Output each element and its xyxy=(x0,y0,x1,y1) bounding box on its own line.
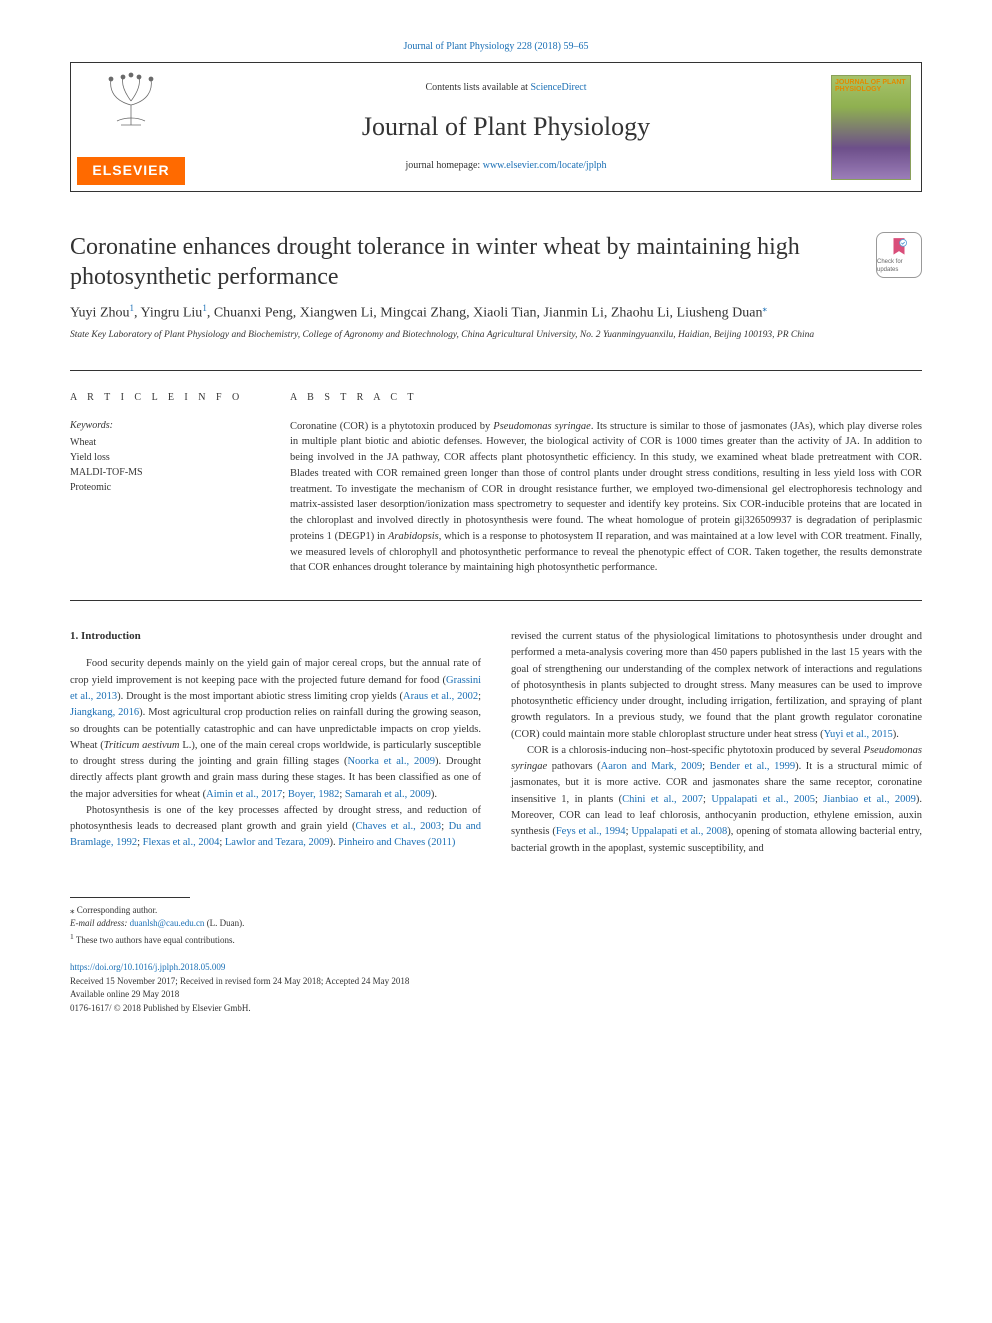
doi-link[interactable]: https://doi.org/10.1016/j.jplph.2018.05.… xyxy=(70,962,225,972)
keywords-label: Keywords: xyxy=(70,419,250,433)
keyword: MALDI-TOF-MS xyxy=(70,465,250,480)
publisher-badge: ELSEVIER xyxy=(77,157,185,185)
article-title: Coronatine enhances drought tolerance in… xyxy=(70,232,860,292)
right-column: revised the current status of the physio… xyxy=(511,629,922,857)
journal-issue-line: Journal of Plant Physiology 228 (2018) 5… xyxy=(70,40,922,54)
check-for-updates-button[interactable]: Check for updates xyxy=(876,232,922,278)
journal-cover-thumb: JOURNAL OF PLANT PHYSIOLOGY xyxy=(831,75,911,180)
affiliation: State Key Laboratory of Plant Physiology… xyxy=(70,329,860,341)
corresponding-email-link[interactable]: duanlsh@cau.edu.cn xyxy=(130,918,205,928)
email-tail: (L. Duan). xyxy=(204,918,244,928)
elsevier-tree-icon xyxy=(91,69,171,129)
journal-header: ELSEVIER Contents lists available at Sci… xyxy=(70,62,922,192)
section-heading-intro: 1. Introduction xyxy=(70,629,481,644)
publisher-block: ELSEVIER xyxy=(71,63,191,191)
abstract-block: A B S T R A C T Coronatine (COR) is a ph… xyxy=(290,371,922,577)
body-paragraph: revised the current status of the physio… xyxy=(511,629,922,743)
sciencedirect-link[interactable]: ScienceDirect xyxy=(530,82,586,93)
footnote-separator xyxy=(70,897,190,898)
cover-title: JOURNAL OF PLANT PHYSIOLOGY xyxy=(835,79,907,94)
received-line: Received 15 November 2017; Received in r… xyxy=(70,975,922,989)
abstract-heading: A B S T R A C T xyxy=(290,391,922,405)
footnote-email: E-mail address: duanlsh@cau.edu.cn (L. D… xyxy=(70,917,922,931)
check-for-updates-label: Check for updates xyxy=(877,258,921,275)
keyword: Proteomic xyxy=(70,480,250,495)
article-info-block: A R T I C L E I N F O Keywords: Wheat Yi… xyxy=(70,371,250,577)
article-info-heading: A R T I C L E I N F O xyxy=(70,391,250,405)
left-column: 1. Introduction Food security depends ma… xyxy=(70,629,481,857)
email-label: E-mail address: xyxy=(70,918,130,928)
contents-line: Contents lists available at ScienceDirec… xyxy=(425,81,586,95)
authors: Yuyi Zhou1, Yingru Liu1, Chuanxi Peng, X… xyxy=(70,302,860,323)
bookmark-check-icon xyxy=(888,236,910,258)
homepage-prefix: journal homepage: xyxy=(406,160,483,171)
body-paragraph: COR is a chlorosis-inducing non–host-spe… xyxy=(511,743,922,857)
journal-header-center: Contents lists available at ScienceDirec… xyxy=(191,63,821,191)
footnote-equal-text: These two authors have equal contributio… xyxy=(76,935,235,945)
contents-prefix: Contents lists available at xyxy=(425,82,530,93)
journal-name: Journal of Plant Physiology xyxy=(362,109,650,145)
body-columns: 1. Introduction Food security depends ma… xyxy=(70,629,922,857)
journal-issue-link[interactable]: Journal of Plant Physiology 228 (2018) 5… xyxy=(404,41,589,52)
cover-thumb-wrap: JOURNAL OF PLANT PHYSIOLOGY xyxy=(821,63,921,191)
abstract-text: Coronatine (COR) is a phytotoxin produce… xyxy=(290,419,922,577)
footnote-corresponding: ⁎ Corresponding author. xyxy=(70,904,922,918)
homepage-line: journal homepage: www.elsevier.com/locat… xyxy=(406,159,607,173)
footer-meta: https://doi.org/10.1016/j.jplph.2018.05.… xyxy=(70,961,922,1015)
homepage-link[interactable]: www.elsevier.com/locate/jplph xyxy=(483,160,607,171)
body-paragraph: Photosynthesis is one of the key process… xyxy=(70,803,481,852)
footnotes: ⁎ Corresponding author. E-mail address: … xyxy=(70,904,922,948)
keyword: Yield loss xyxy=(70,450,250,465)
online-line: Available online 29 May 2018 xyxy=(70,988,922,1002)
footnote-equal: 1 These two authors have equal contribut… xyxy=(70,931,922,948)
keyword: Wheat xyxy=(70,435,250,450)
copyright-line: 0176-1617/ © 2018 Published by Elsevier … xyxy=(70,1002,922,1016)
body-paragraph: Food security depends mainly on the yiel… xyxy=(70,656,481,802)
